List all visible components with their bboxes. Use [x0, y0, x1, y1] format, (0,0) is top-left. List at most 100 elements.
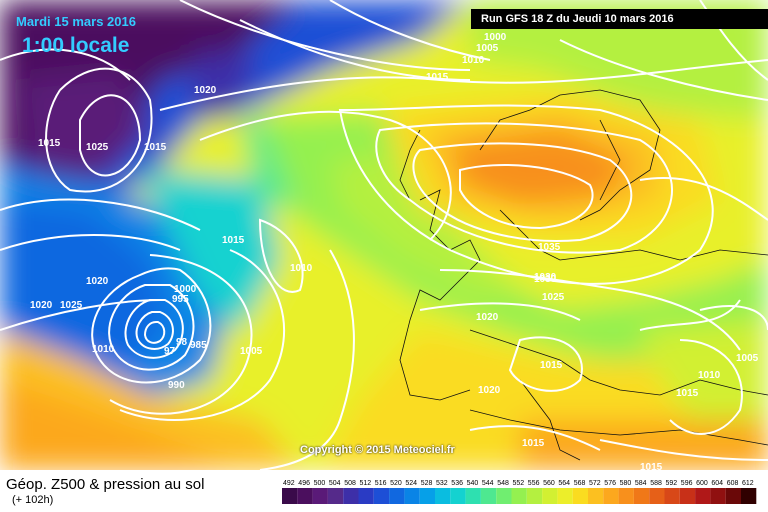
scale-swatch	[297, 488, 313, 504]
geopotential-field	[0, 0, 768, 470]
scale-swatch	[404, 488, 420, 504]
pressure-label: 1010	[92, 344, 115, 355]
pressure-label: 1005	[476, 43, 499, 54]
pressure-label: 1005	[736, 353, 759, 364]
scale-tick: 588	[650, 480, 662, 487]
scale-tick: 592	[666, 480, 678, 487]
pressure-label: 1025	[60, 300, 83, 311]
pressure-label: 1020	[194, 85, 217, 96]
scale-tick: 564	[558, 480, 570, 487]
scale-tick: 492	[283, 480, 295, 487]
pressure-label: 1015	[522, 438, 545, 449]
scale-tick: 520	[390, 480, 402, 487]
pressure-label: 1010	[290, 263, 313, 274]
scale-swatch	[603, 488, 619, 504]
pressure-label: 1025	[86, 142, 109, 153]
scale-tick: 568	[574, 480, 586, 487]
scale-swatch	[710, 488, 726, 504]
scale-swatch	[465, 488, 481, 504]
pressure-label: 1015	[222, 235, 245, 246]
pressure-label: 1025	[542, 292, 565, 303]
weather-map: 1000 1005 1010 1015 1020 1015 1025 1015 …	[0, 0, 768, 470]
scale-tick: 524	[405, 480, 417, 487]
scale-tick: 508	[344, 480, 356, 487]
scale-swatch	[327, 488, 344, 504]
pressure-label: 1015	[676, 388, 699, 399]
pressure-label: 1020	[86, 276, 109, 287]
pressure-label: 1020	[478, 385, 501, 396]
scale-tick: 548	[497, 480, 509, 487]
scale-tick: 552	[513, 480, 525, 487]
scale-swatch	[282, 488, 298, 504]
lead-time: (+ 102h)	[12, 494, 54, 506]
pressure-label: 985	[190, 340, 207, 351]
scale-swatch	[373, 488, 390, 504]
scale-tick: 556	[528, 480, 540, 487]
pressure-label: 1015	[38, 138, 61, 149]
scale-swatch	[450, 488, 466, 504]
pressure-label: 995	[172, 294, 189, 305]
scale-swatch	[679, 488, 696, 504]
scale-swatch	[389, 488, 405, 504]
pressure-label: 1020	[476, 312, 499, 323]
scale-swatch	[649, 488, 665, 504]
scale-tick: 540	[467, 480, 479, 487]
scale-tick: 612	[742, 480, 754, 487]
scale-swatch	[358, 488, 374, 504]
pressure-label: 98	[176, 337, 188, 348]
pressure-label: 1035	[538, 242, 561, 253]
scale-tick: 584	[635, 480, 647, 487]
scale-swatch	[741, 488, 757, 504]
scale-tick: 560	[543, 480, 555, 487]
scale-tick: 512	[360, 480, 372, 487]
scale-swatch	[542, 488, 558, 504]
pressure-label: 1010	[698, 370, 721, 381]
scale-swatch	[435, 488, 451, 504]
scale-tick: 496	[298, 480, 310, 487]
pressure-label: 1030	[534, 272, 557, 283]
scale-tick: 516	[375, 480, 387, 487]
scale-tick: 504	[329, 480, 341, 487]
pressure-label: 1015	[540, 360, 563, 371]
copyright: Copyright © 2015 Meteociel.fr	[300, 444, 455, 456]
scale-tick: 500	[314, 480, 326, 487]
scale-swatch	[480, 488, 497, 504]
scale-swatch	[618, 488, 634, 504]
map-canvas: 1000 1005 1010 1015 1020 1015 1025 1015 …	[0, 0, 768, 470]
scale-tick: 608	[727, 480, 739, 487]
scale-tick: 576	[604, 480, 616, 487]
pressure-label: 1005	[240, 346, 263, 357]
run-info: Run GFS 18 Z du Jeudi 10 mars 2016	[471, 9, 768, 29]
pressure-labels: 1000 1005 1010 1015 1020 1015 1025 1015 …	[30, 32, 759, 470]
scale-tick: 580	[620, 480, 632, 487]
scale-tick: 544	[482, 480, 494, 487]
pressure-label: 1020	[30, 300, 53, 311]
scale-swatch	[572, 488, 588, 504]
pressure-label: 1015	[640, 462, 663, 470]
pressure-label: 1015	[426, 72, 449, 83]
scale-swatch	[312, 488, 328, 504]
scale-swatch	[343, 488, 359, 504]
scale-swatch	[526, 488, 543, 504]
pressure-label: 1000	[484, 32, 507, 43]
scale-swatch	[695, 488, 711, 504]
scale-swatch	[419, 488, 435, 504]
scale-swatch	[511, 488, 527, 504]
pressure-label: 1030	[534, 274, 557, 285]
scale-tick: 528	[421, 480, 433, 487]
pressure-label: 990	[168, 380, 185, 391]
color-scale: 492 496 500 504 508 512 516 520 524 528 532 536 540 5…	[282, 480, 757, 504]
pressure-label: 1010	[462, 55, 485, 66]
scale-tick: 596	[681, 480, 693, 487]
pressure-label: 1000	[174, 284, 197, 295]
scale-swatch	[725, 488, 741, 504]
scale-swatch	[664, 488, 680, 504]
scale-tick: 604	[711, 480, 723, 487]
scale-tick: 532	[436, 480, 448, 487]
scale-swatch	[588, 488, 604, 504]
pressure-label: 97	[164, 346, 176, 357]
scale-tick: 536	[451, 480, 463, 487]
scale-swatch	[633, 488, 650, 504]
scale-tick: 572	[589, 480, 601, 487]
scale-swatch	[496, 488, 512, 504]
